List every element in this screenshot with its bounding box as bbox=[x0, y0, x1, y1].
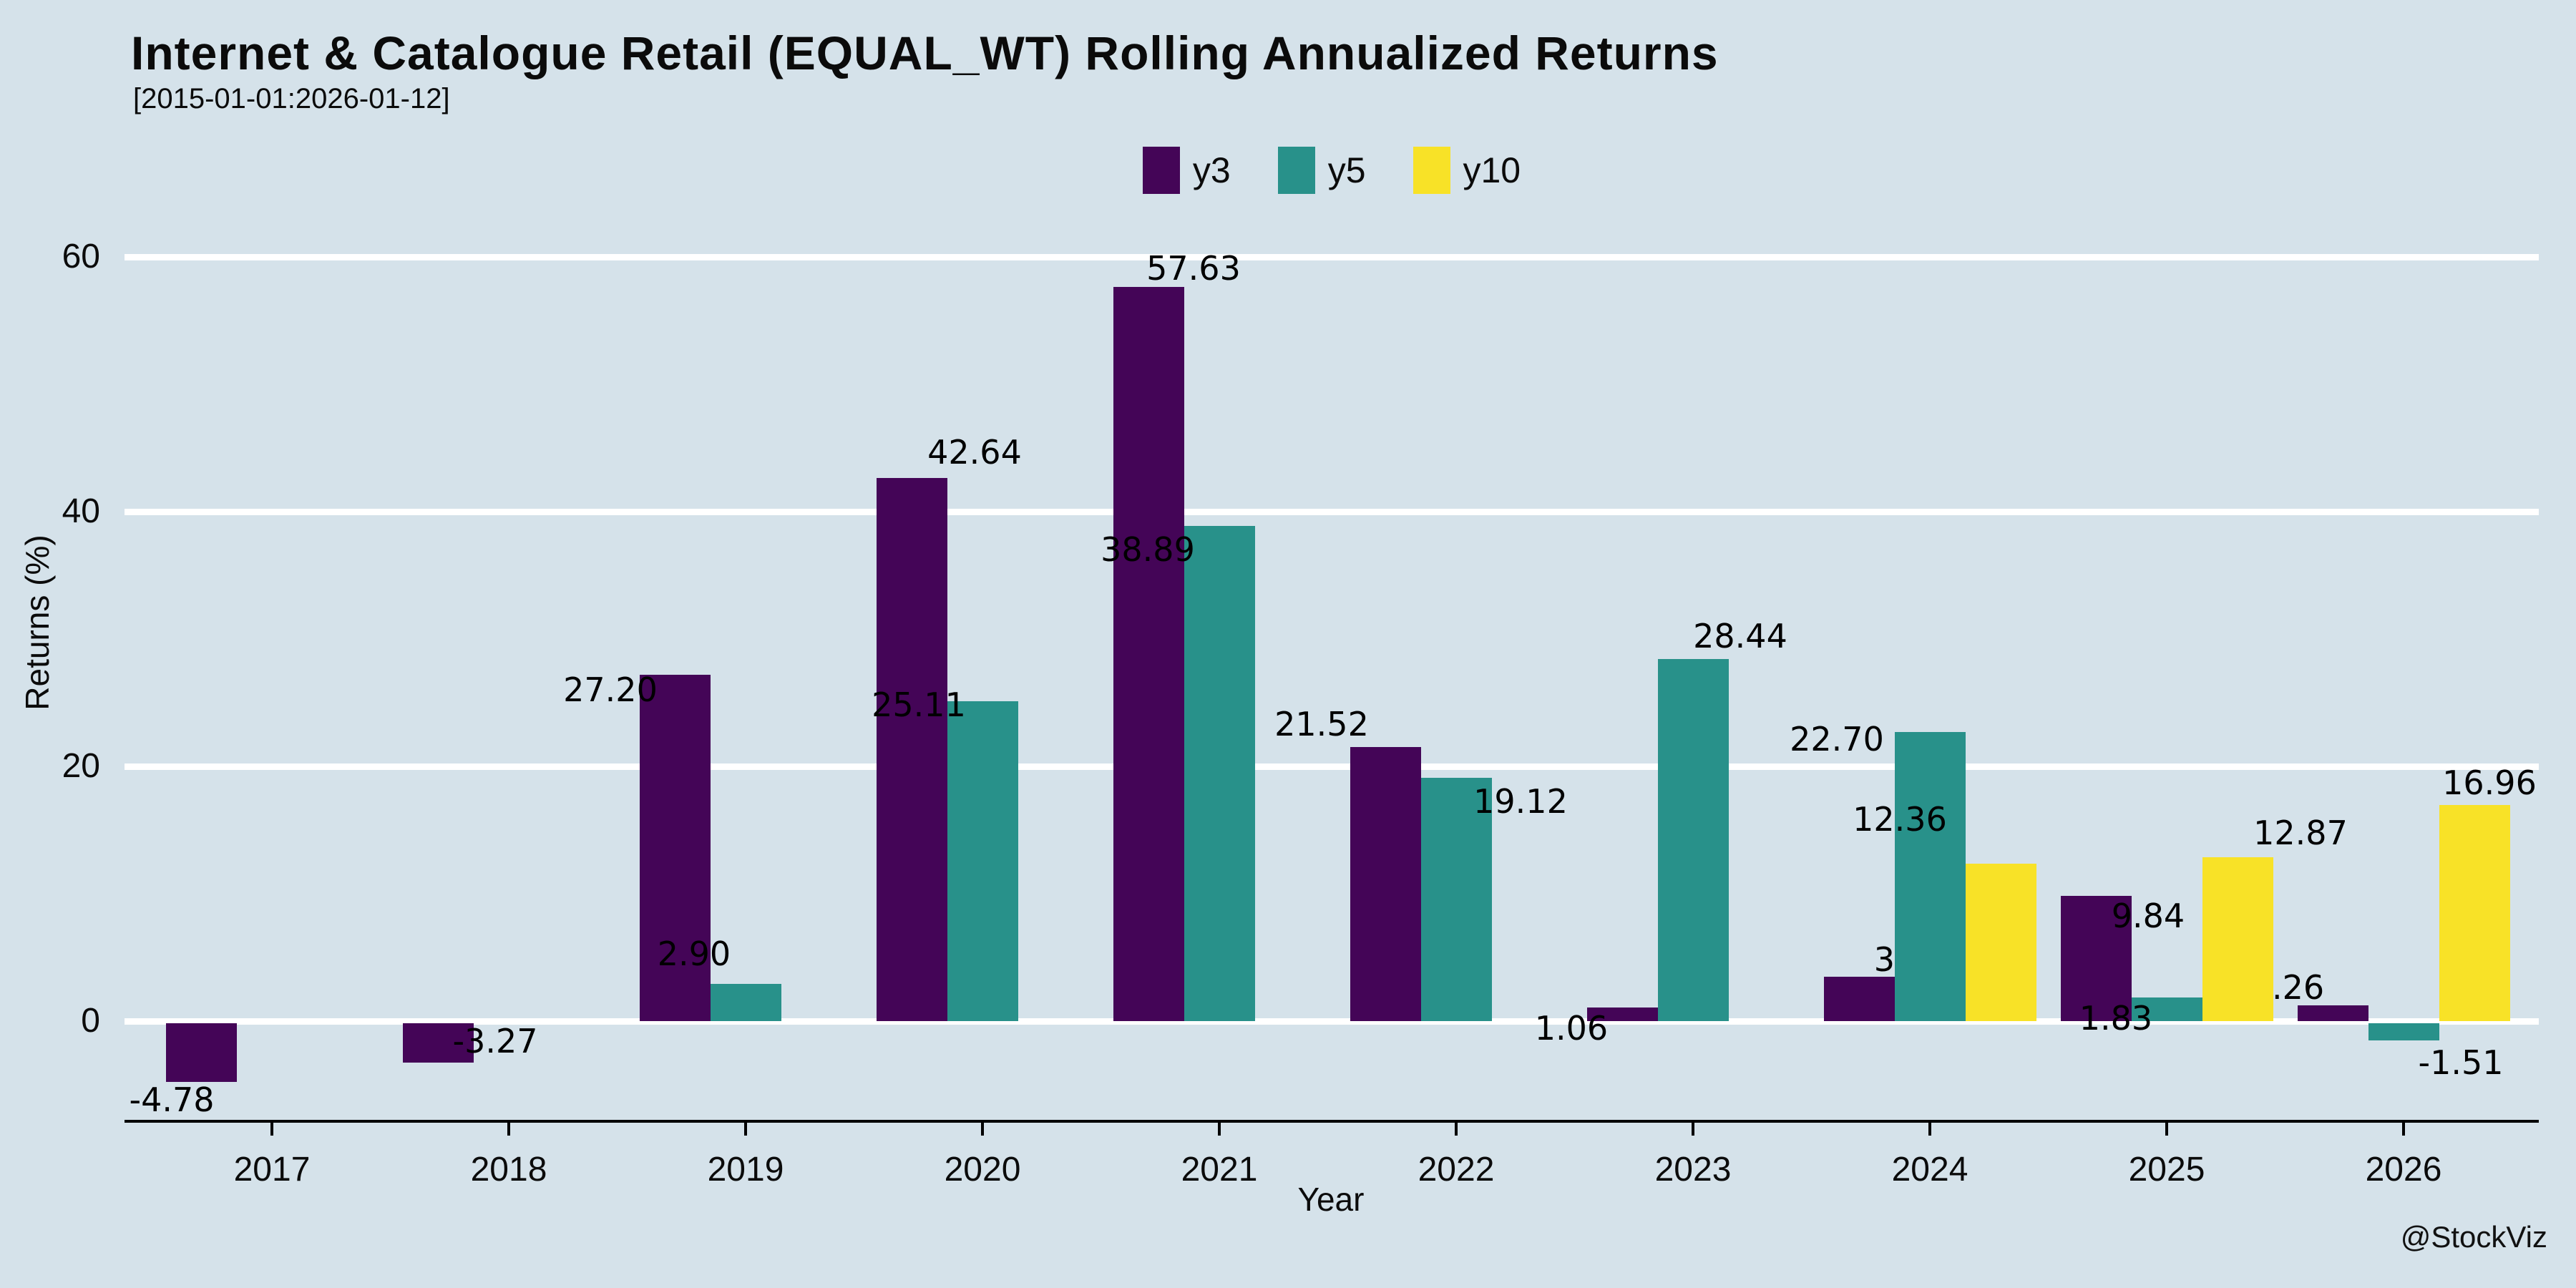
x-tick-2017 bbox=[270, 1123, 273, 1136]
bar-y3-2017 bbox=[165, 1023, 237, 1083]
legend-item-y10: y10 bbox=[1413, 147, 1521, 194]
x-tick-label-2017: 2017 bbox=[233, 1151, 311, 1189]
bar-y5-2020 bbox=[947, 701, 1018, 1021]
bar-y3-2020 bbox=[876, 478, 947, 1021]
bar-value-label-y3-2017: -4.78 bbox=[129, 1080, 215, 1119]
chart-subtitle: [2015-01-01:2026-01-12] bbox=[133, 83, 450, 114]
bar-y5-2023 bbox=[1657, 658, 1729, 1021]
legend-swatch-y5 bbox=[1277, 147, 1315, 194]
chart-legend: y3 y5 y10 bbox=[125, 143, 2539, 197]
legend-swatch-y3 bbox=[1142, 147, 1180, 194]
bar-y10-2025 bbox=[2202, 857, 2273, 1021]
bar-value-label-y10-2025: 12.87 bbox=[2253, 814, 2348, 852]
bar-y5-2026 bbox=[2368, 1023, 2439, 1040]
bar-value-label-y3-2023: 1.06 bbox=[1534, 1009, 1609, 1048]
x-tick-2026 bbox=[2402, 1123, 2405, 1136]
bar-y5-2025 bbox=[2131, 997, 2202, 1021]
bar-y3-2019 bbox=[639, 674, 711, 1021]
legend-item-y3: y3 bbox=[1142, 147, 1231, 194]
y-tick-label-60: 60 bbox=[62, 238, 100, 275]
bar-y3-2021 bbox=[1113, 287, 1184, 1021]
x-tick-label-2024: 2024 bbox=[1891, 1151, 1968, 1189]
y-tick-label-0: 0 bbox=[81, 1002, 100, 1040]
bar-value-label-y5-2021: 38.89 bbox=[1101, 530, 1195, 569]
y-tick-label-20: 20 bbox=[62, 747, 100, 785]
legend-swatch-y10 bbox=[1413, 147, 1450, 194]
x-tick-label-2019: 2019 bbox=[707, 1151, 784, 1189]
legend-label-y3: y3 bbox=[1192, 150, 1231, 190]
bar-y3-2025 bbox=[2060, 895, 2132, 1021]
x-tick-label-2021: 2021 bbox=[1181, 1151, 1258, 1189]
legend-label-y5: y5 bbox=[1327, 150, 1366, 190]
gridline-y0 bbox=[125, 1018, 2539, 1025]
x-tick-2023 bbox=[1692, 1123, 1694, 1136]
bar-value-label-y5-2023: 28.44 bbox=[1693, 617, 1787, 655]
bar-y3-2022 bbox=[1350, 746, 1421, 1021]
legend-label-y10: y10 bbox=[1463, 150, 1521, 190]
gridline-y20 bbox=[125, 763, 2539, 770]
bar-y5-2019 bbox=[710, 984, 781, 1021]
x-tick-label-2023: 2023 bbox=[1654, 1151, 1732, 1189]
bar-value-label-y5-2026: -1.51 bbox=[2418, 1043, 2504, 1082]
bar-value-label-y3-2018: -3.27 bbox=[452, 1022, 538, 1060]
bar-y5-2024 bbox=[1894, 731, 1966, 1021]
bar-value-label-y3-2020: 42.64 bbox=[927, 433, 1022, 472]
bar-y3-2018 bbox=[402, 1023, 474, 1063]
bar-value-label-y3-2022: 21.52 bbox=[1274, 705, 1369, 743]
bar-y3-2023 bbox=[1586, 1008, 1658, 1021]
bar-value-label-y5-2024: 22.70 bbox=[1790, 720, 1884, 758]
bar-value-label-y5-2022: 19.12 bbox=[1473, 782, 1568, 821]
x-tick-label-2025: 2025 bbox=[2128, 1151, 2205, 1189]
x-tick-label-2022: 2022 bbox=[1418, 1151, 1495, 1189]
bar-value-label-y5-2020: 25.11 bbox=[872, 686, 966, 724]
x-tick-2021 bbox=[1218, 1123, 1221, 1136]
bar-y5-2021 bbox=[1184, 525, 1255, 1021]
bar-value-label-y5-2019: 2.90 bbox=[657, 935, 731, 973]
x-tick-2025 bbox=[2165, 1123, 2168, 1136]
bar-value-label-y5-2025: 1.83 bbox=[2079, 999, 2153, 1038]
bar-value-label-y3-2019: 27.20 bbox=[563, 670, 658, 709]
chart-title: Internet & Catalogue Retail (EQUAL_WT) R… bbox=[131, 26, 1719, 79]
x-tick-label-2018: 2018 bbox=[470, 1151, 547, 1189]
bar-y3-2024 bbox=[1823, 977, 1895, 1021]
x-tick-2024 bbox=[1928, 1123, 1931, 1136]
legend-item-y5: y5 bbox=[1277, 147, 1366, 194]
bar-y10-2024 bbox=[1965, 863, 2036, 1021]
x-axis-line bbox=[125, 1120, 2539, 1123]
y-axis-title: Returns (%) bbox=[19, 535, 56, 711]
x-tick-2018 bbox=[507, 1123, 510, 1136]
x-tick-label-2020: 2020 bbox=[944, 1151, 1021, 1189]
x-tick-label-2026: 2026 bbox=[2365, 1151, 2442, 1189]
bar-value-label-y10-2026: 16.96 bbox=[2442, 763, 2537, 802]
bar-value-label-y10-2024: 12.36 bbox=[1853, 800, 1947, 839]
x-tick-2019 bbox=[744, 1123, 747, 1136]
x-tick-2022 bbox=[1455, 1123, 1458, 1136]
x-tick-2020 bbox=[981, 1123, 984, 1136]
bar-y3-2026 bbox=[2297, 1005, 2368, 1021]
watermark-stockviz: @StockViz bbox=[2400, 1220, 2547, 1254]
bar-y10-2026 bbox=[2439, 805, 2510, 1021]
x-axis-title: Year bbox=[1297, 1181, 1365, 1218]
gridline-y40 bbox=[125, 508, 2539, 515]
bar-value-label-y3-2021: 57.63 bbox=[1146, 249, 1241, 288]
bar-y5-2022 bbox=[1420, 777, 1492, 1021]
gridline-y60 bbox=[125, 253, 2539, 260]
bar-value-label-y3-2025: 9.84 bbox=[2111, 897, 2185, 935]
y-tick-label-40: 40 bbox=[62, 492, 100, 530]
